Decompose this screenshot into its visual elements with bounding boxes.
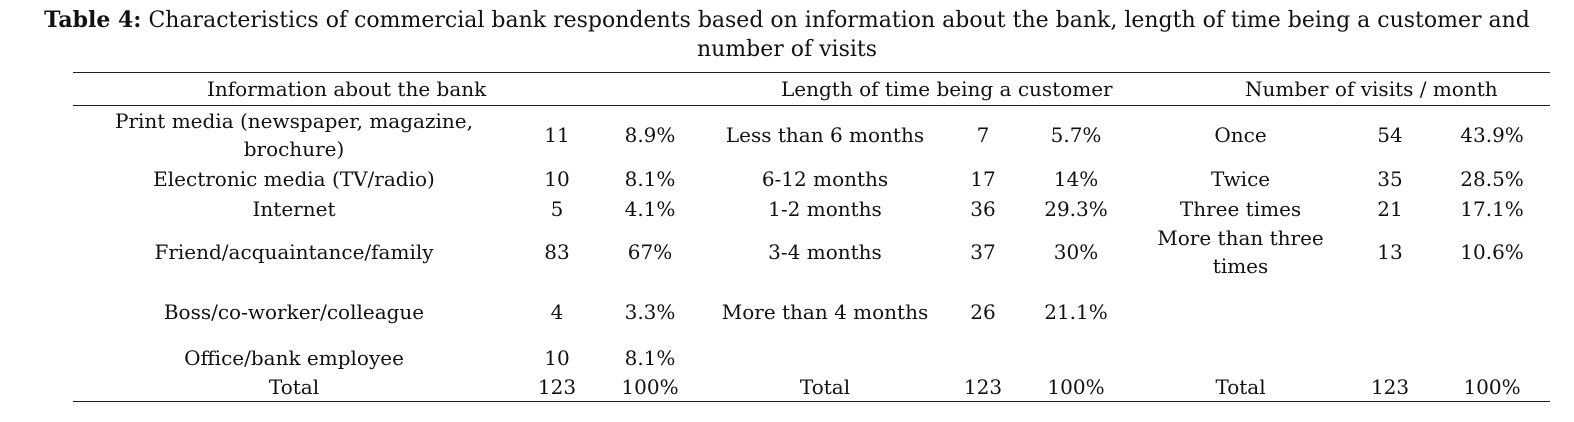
visits-total-label: Total <box>1135 373 1347 402</box>
visits-count: 21 <box>1377 197 1403 221</box>
table-row: Electronic media (TV/radio) 10 8.1% 6-12… <box>73 164 1550 194</box>
info-label: Electronic media (TV/radio) <box>153 167 435 191</box>
length-percent: 5.7% <box>1050 123 1102 147</box>
info-label: Internet <box>252 197 336 221</box>
length-percent: 21.1% <box>1044 299 1108 324</box>
length-label: More than 4 months <box>721 299 929 324</box>
total-row: Total 123 100% Total 123 100% Total 123 … <box>73 373 1551 402</box>
visits-count: 13 <box>1377 240 1403 264</box>
visits-percent: 17.1% <box>1460 197 1524 221</box>
table-row: Office/bank employee 10 8.1% <box>73 343 1550 373</box>
info-label: Boss/co-worker/colleague <box>163 299 425 324</box>
visits-count <box>1346 343 1434 373</box>
visits-label <box>1135 343 1346 373</box>
length-count: 36 <box>970 197 996 221</box>
length-count: 17 <box>970 167 996 191</box>
info-count: 10 <box>544 346 570 370</box>
visits-count <box>1346 280 1434 343</box>
info-percent: 67% <box>627 240 673 264</box>
visits-count: 35 <box>1377 167 1403 191</box>
length-count <box>949 343 1017 373</box>
info-percent: 3.3% <box>624 299 676 324</box>
info-count: 83 <box>544 240 570 264</box>
length-total-count: 123 <box>949 373 1017 402</box>
length-label: 3-4 months <box>768 240 882 264</box>
length-total-percent: 100% <box>1017 373 1136 402</box>
info-total-label: Total <box>73 373 515 402</box>
visits-label: Three times <box>1179 197 1302 221</box>
visits-total-count: 123 <box>1346 373 1435 402</box>
table-row: Boss/co-worker/colleague 4 3.3% More tha… <box>73 280 1550 343</box>
info-count: 10 <box>544 167 570 191</box>
header-visits: Number of visits / month <box>1135 72 1551 106</box>
length-total-label: Total <box>701 373 949 402</box>
characteristics-table: Information about the bank Length of tim… <box>73 72 1551 402</box>
table-caption: Table 4: Characteristics of commercial b… <box>0 6 1574 64</box>
length-label: 1-2 months <box>768 197 882 221</box>
table-row: Print media (newspaper, magazine, brochu… <box>73 106 1550 165</box>
length-count: 37 <box>970 240 996 264</box>
length-percent <box>1017 343 1135 373</box>
info-label: Office/bank employee <box>184 346 404 370</box>
visits-count: 54 <box>1377 123 1403 147</box>
info-label: Friend/acquaintance/family <box>154 240 434 264</box>
table-row: Internet 5 4.1% 1-2 months 36 29.3% Thre… <box>73 194 1550 224</box>
visits-label: Once <box>1214 123 1267 147</box>
table-caption-label: Table 4: <box>44 7 142 33</box>
info-count: 11 <box>544 123 570 147</box>
info-percent: 8.9% <box>624 123 676 147</box>
length-label: 6-12 months <box>761 167 889 191</box>
info-percent: 8.1% <box>624 167 676 191</box>
table-row: Friend/acquaintance/family 83 67% 3-4 mo… <box>73 224 1550 280</box>
header-info: Information about the bank <box>73 72 701 106</box>
header-row: Information about the bank Length of tim… <box>73 72 1551 106</box>
length-count: 26 <box>970 299 996 324</box>
length-percent: 29.3% <box>1044 197 1108 221</box>
info-percent: 4.1% <box>624 197 676 221</box>
table-caption-text: Characteristics of commercial bank respo… <box>148 8 1530 62</box>
info-label: Print media (newspaper, magazine, brochu… <box>115 109 473 161</box>
visits-percent <box>1434 343 1550 373</box>
info-total-percent: 100% <box>599 373 701 402</box>
length-count: 7 <box>976 123 990 147</box>
visits-label: More than three times <box>1157 226 1324 278</box>
header-length: Length of time being a customer <box>701 72 1136 106</box>
visits-percent: 28.5% <box>1460 167 1524 191</box>
length-percent: 30% <box>1053 240 1099 264</box>
visits-label: Twice <box>1210 167 1271 191</box>
info-count: 5 <box>550 197 564 221</box>
visits-total-percent: 100% <box>1434 373 1551 402</box>
length-label <box>701 343 949 373</box>
length-percent: 14% <box>1053 167 1099 191</box>
visits-percent: 43.9% <box>1460 123 1524 147</box>
info-total-count: 123 <box>515 373 599 402</box>
visits-percent: 10.6% <box>1460 240 1524 264</box>
visits-label <box>1135 280 1346 343</box>
info-count: 4 <box>550 299 564 324</box>
visits-percent <box>1434 280 1550 343</box>
info-percent: 8.1% <box>624 346 676 370</box>
length-label: Less than 6 months <box>725 123 925 147</box>
